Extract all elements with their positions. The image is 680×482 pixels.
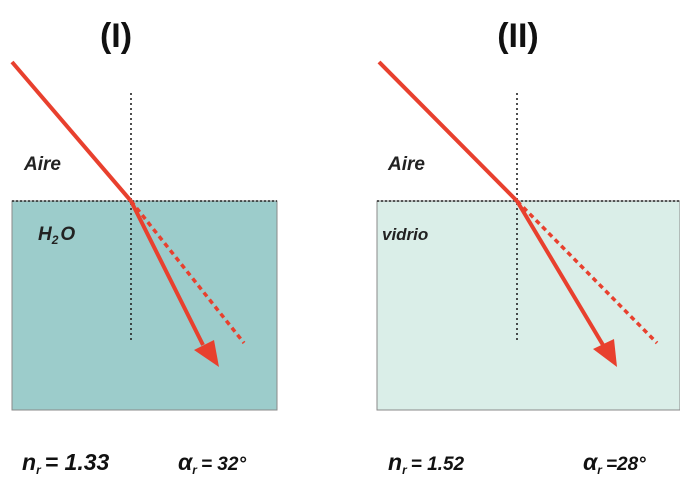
panel-1-title: (I) [100, 17, 132, 55]
panel-2-title: (II) [497, 17, 539, 55]
incident-ray [10, 60, 133, 203]
refraction-angle-label: αr =28° [583, 449, 646, 477]
glass-medium [376, 200, 680, 411]
refracted-arrowhead [194, 340, 219, 367]
refraction-angle-label: αr = 32° [178, 449, 246, 477]
incident-ray [377, 60, 519, 203]
refractive-index-label: nr = 1.33 [22, 449, 110, 477]
panel-2: (II) Aire vidrio nr = 1.52 αr =28° [376, 17, 680, 477]
lower-medium-label: vidrio [382, 225, 428, 244]
refracted-ray [515, 199, 605, 347]
water-medium [11, 200, 278, 411]
upper-medium-label: Aire [23, 154, 61, 175]
lower-medium-label: H2 O [38, 224, 75, 247]
refractive-index-label: nr = 1.52 [388, 449, 465, 477]
upper-medium-label: Aire [387, 154, 425, 175]
refracted-arrowhead [593, 339, 617, 367]
undeviated-ray [129, 199, 246, 345]
refracted-ray [129, 200, 205, 346]
undeviated-ray [515, 199, 659, 345]
panel-1: (I) Aire H2 O nr = 1.33 αr = 32° [10, 17, 278, 477]
